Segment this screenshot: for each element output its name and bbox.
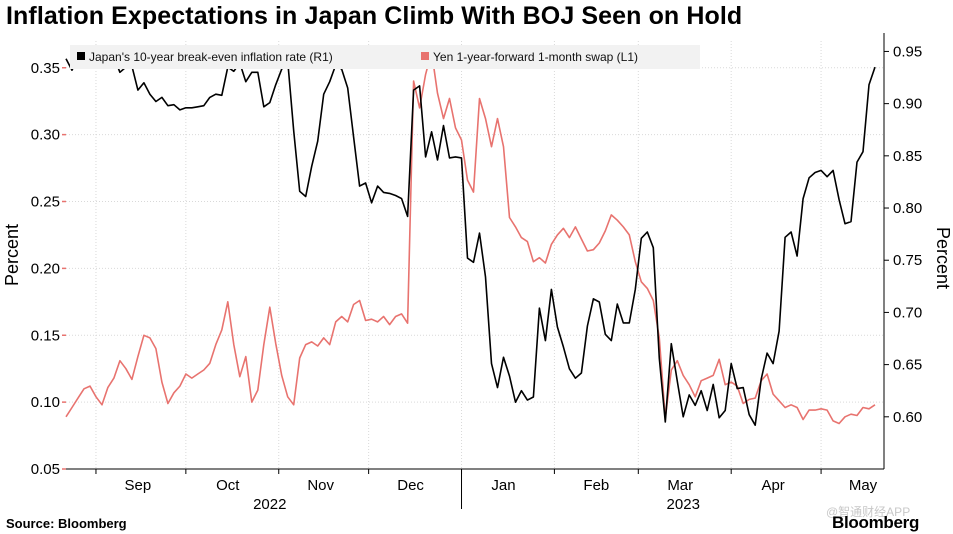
- left-axis-ticks: 0.05 0.10 0.15 0.20 0.25 0.30 0.35: [31, 60, 66, 478]
- bloomberg-logo: Bloomberg: [832, 513, 920, 532]
- x-tick-label-feb: Feb: [583, 477, 609, 494]
- x-tick-label-mar: Mar: [667, 477, 693, 494]
- right-tick-label-6: 0.90: [893, 96, 922, 113]
- right-tick-label-5: 0.85: [893, 148, 922, 165]
- left-tick-label-1: 0.10: [31, 394, 60, 411]
- x-tick-label-nov: Nov: [307, 477, 334, 494]
- legend-background: [70, 45, 700, 69]
- left-tick-label-5: 0.30: [31, 127, 60, 144]
- year-label-2023: 2023: [667, 496, 700, 513]
- left-tick-label-6: 0.35: [31, 60, 60, 77]
- right-tick-label-0: 0.60: [893, 409, 922, 426]
- left-tick-label-2: 0.15: [31, 327, 60, 344]
- right-axis-ticks: 0.60 0.65 0.70 0.75 0.80 0.85 0.90 0.95: [884, 43, 922, 426]
- x-axis-ticks: Sep Oct Nov Dec Jan Feb Mar Apr May 2022 2023: [95, 469, 878, 513]
- x-tick-label-jan: Jan: [491, 477, 515, 494]
- left-axis-label: Percent: [2, 224, 22, 286]
- x-tick-label-oct: Oct: [216, 477, 240, 494]
- left-tick-label-3: 0.20: [31, 260, 60, 277]
- left-tick-label-4: 0.25: [31, 194, 60, 211]
- legend-label-breakeven: Japan's 10-year break-even inflation rat…: [89, 50, 333, 64]
- x-tick-label-dec: Dec: [397, 477, 424, 494]
- left-tick-label-0: 0.05: [31, 461, 60, 478]
- watermark: @智通财经APP: [826, 505, 911, 519]
- x-tick-label-sep: Sep: [125, 477, 152, 494]
- chart-title: Inflation Expectations in Japan Climb Wi…: [6, 2, 743, 30]
- legend: Japan's 10-year break-even inflation rat…: [70, 45, 700, 69]
- right-tick-label-7: 0.95: [893, 43, 922, 60]
- series-layer: [65, 49, 876, 427]
- legend-swatch-swap: [421, 52, 429, 60]
- series-line-swap: [65, 50, 876, 425]
- right-axis-label: Percent: [933, 227, 953, 289]
- series-line-breakeven: [65, 49, 876, 427]
- x-tick-label-may: May: [849, 477, 878, 494]
- legend-label-swap: Yen 1-year-forward 1-month swap (L1): [433, 50, 638, 64]
- source-note: Source: Bloomberg: [6, 516, 127, 531]
- right-tick-label-3: 0.75: [893, 252, 922, 269]
- right-tick-label-4: 0.80: [893, 200, 922, 217]
- right-tick-label-2: 0.70: [893, 304, 922, 321]
- right-tick-label-1: 0.65: [893, 357, 922, 374]
- x-tick-label-apr: Apr: [761, 477, 784, 494]
- axes: [66, 33, 885, 470]
- year-label-2022: 2022: [253, 496, 286, 513]
- legend-swatch-breakeven: [77, 52, 85, 60]
